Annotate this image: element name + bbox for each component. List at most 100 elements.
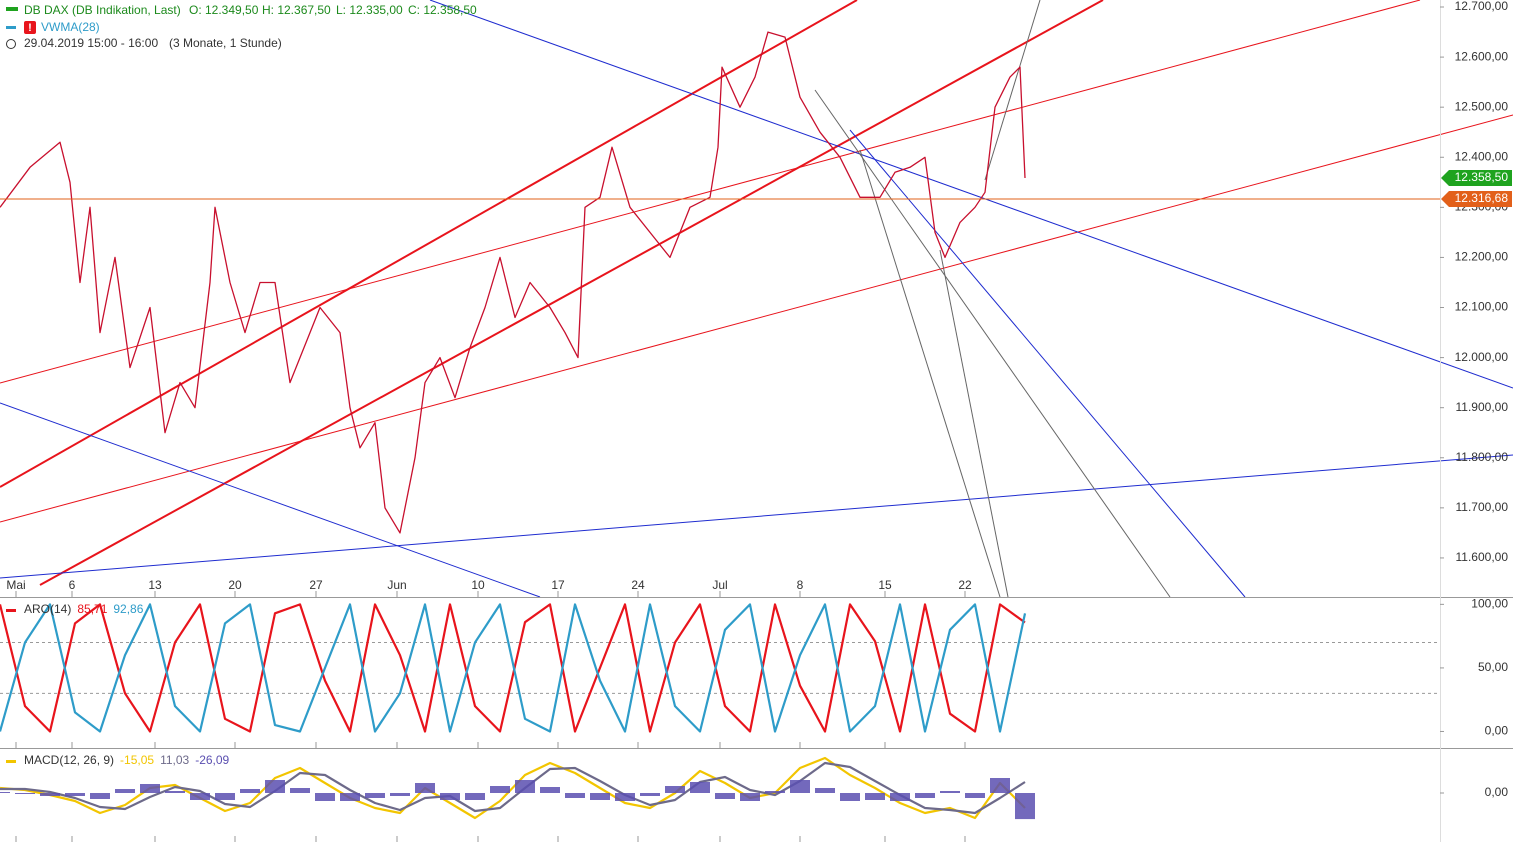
clock-icon: [6, 39, 16, 49]
histogram-bar: [640, 793, 660, 796]
x-tick-label: 20: [228, 578, 242, 592]
y-tick-label: 11.700,00: [1456, 500, 1509, 514]
header: DB DAX (DB Indikation, Last) O: 12.349,5…: [6, 3, 477, 50]
panel-title: MACD(12, 26, 9): [24, 753, 114, 767]
histogram-bar: [40, 793, 60, 796]
histogram-bar: [565, 793, 585, 798]
x-tick-label: Jun: [387, 578, 406, 592]
trend-line: [859, 149, 1001, 598]
instrument-title: DB DAX (DB Indikation, Last): [24, 3, 181, 17]
ohlc-label: H: 12.367,50: [262, 3, 331, 17]
trend-line: [849, 129, 1246, 598]
trend-line: [0, 454, 1513, 579]
y-tick-label: 11.600,00: [1456, 550, 1509, 564]
y-tick-label: 0,00: [1485, 785, 1509, 799]
trend-line: [39, 0, 1104, 586]
trend-line: [814, 89, 1171, 598]
x-tick-label: 13: [148, 578, 162, 592]
histogram-bar: [390, 793, 410, 796]
indicator-label: VWMA(28): [41, 20, 100, 34]
histogram-bar: [265, 780, 285, 793]
histogram-bar: [440, 793, 460, 800]
ohlc-label: C: 12.358,50: [408, 3, 477, 17]
legend-value: 11,03: [160, 753, 189, 767]
histogram-bar: [165, 791, 185, 793]
y-tick-label: 12.600,00: [1455, 49, 1509, 63]
series-line: [0, 603, 1026, 733]
y-tick-label: 12.000,00: [1455, 350, 1509, 364]
x-tick-label: Mai: [6, 578, 25, 592]
histogram-bar: [990, 778, 1010, 793]
histogram-bar: [1015, 793, 1035, 820]
histogram-bar: [915, 793, 935, 798]
x-tick-label: 15: [878, 578, 892, 592]
range-label: (3 Monate, 1 Stunde): [169, 36, 282, 50]
series-line: [0, 756, 1026, 820]
period-label: 29.04.2019 15:00 - 16:00: [24, 36, 158, 50]
histogram-bar: [715, 793, 735, 799]
histogram-bar: [215, 793, 235, 800]
histogram-bar: [515, 780, 535, 793]
histogram-bar: [315, 793, 335, 801]
ohlc-label: L: 12.335,00: [336, 3, 403, 17]
warning-icon: [24, 21, 36, 34]
series-line: [0, 31, 1026, 534]
histogram-bar: [415, 783, 435, 793]
x-tick-label: 10: [471, 578, 485, 592]
legend-swatch: [6, 7, 18, 11]
y-tick-label: 11.800,00: [1456, 450, 1509, 464]
trend-line: [939, 249, 1009, 598]
x-tick-label: 24: [631, 578, 645, 592]
histogram-bar: [740, 793, 760, 801]
histogram-bar: [240, 789, 260, 793]
legend-value: -15,05: [120, 753, 154, 767]
y-tick-label: 12.500,00: [1455, 99, 1509, 113]
x-tick-label: 6: [69, 578, 76, 592]
legend-value: -26,09: [195, 753, 229, 767]
histogram-bar: [615, 793, 635, 801]
y-tick-label: 12.400,00: [1455, 149, 1509, 163]
histogram-bar: [290, 788, 310, 793]
series-line: [0, 603, 1027, 733]
series-line: [0, 761, 1026, 815]
histogram-bar: [540, 787, 560, 793]
y-tick-label: 12.100,00: [1455, 300, 1509, 314]
histogram-bar: [790, 780, 810, 793]
x-tick-label: 22: [958, 578, 972, 592]
panel-title: ARO(14): [24, 602, 71, 616]
histogram-bar: [590, 793, 610, 800]
histogram-bar: [15, 793, 35, 794]
x-tick-label: 8: [797, 578, 804, 592]
histogram-bar: [65, 793, 85, 796]
y-tick-label: 50,00: [1478, 660, 1508, 674]
x-tick-label: 27: [309, 578, 323, 592]
histogram-bar: [465, 793, 485, 800]
x-tick-label: 17: [551, 578, 565, 592]
histogram-bar: [490, 786, 510, 793]
histogram-bar: [340, 793, 360, 801]
histogram-bar: [0, 792, 10, 793]
y-tick-label: 100,00: [1471, 597, 1508, 611]
y-tick-label: 11.900,00: [1456, 400, 1509, 414]
histogram-bar: [190, 793, 210, 800]
y-tick-label: 12.700,00: [1455, 0, 1509, 13]
legend-swatch: [6, 26, 16, 29]
y-tick-label: 0,00: [1485, 724, 1509, 738]
histogram-bar: [815, 788, 835, 793]
warning-mark: !: [28, 22, 32, 34]
price-tag-label: 12.316,68: [1455, 191, 1509, 205]
histogram-bar: [940, 791, 960, 793]
trend-lines: [0, 0, 1513, 598]
trend-line: [0, 0, 858, 488]
x-tick-label: Jul: [712, 578, 727, 592]
legend-value: 92,86: [113, 602, 143, 616]
ohlc-label: O: 12.349,50: [189, 3, 259, 17]
trend-line: [0, 402, 541, 598]
histogram-bar: [765, 791, 785, 793]
trend-line: [984, 0, 1041, 181]
price-tag: [1441, 190, 1512, 207]
legend-swatch: [6, 760, 16, 763]
legend-value: 85,71: [77, 602, 107, 616]
histogram-bar: [965, 793, 985, 798]
